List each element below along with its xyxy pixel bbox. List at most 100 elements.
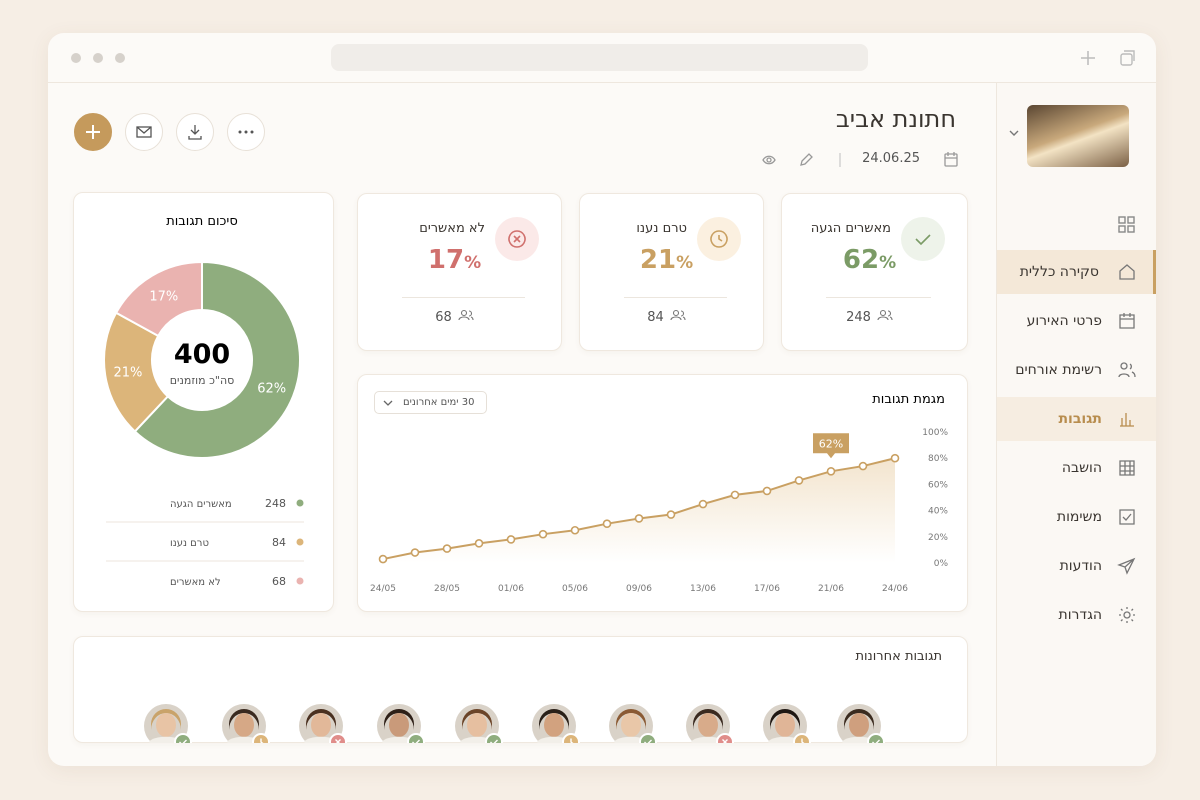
- nav-icon: [1119, 313, 1135, 329]
- y-tick-label: 20%: [928, 533, 948, 543]
- status-icon: [872, 739, 880, 743]
- nav-item[interactable]: תגובות: [997, 397, 1156, 441]
- x-tick-label: 09/06: [626, 584, 652, 594]
- line-point: [826, 466, 836, 476]
- y-tick-label: 40%: [928, 507, 948, 517]
- annotation: 62%: [819, 437, 843, 450]
- avatar[interactable]: [532, 704, 580, 743]
- stat-count: 248: [781, 309, 958, 325]
- line-point: [410, 548, 420, 557]
- people-icon: [458, 309, 474, 321]
- avatar[interactable]: [837, 704, 885, 743]
- stat-percent-unit: %: [464, 253, 482, 273]
- stat-percent-value: 17: [427, 245, 465, 275]
- event-date: 24.06.25: [862, 151, 920, 166]
- y-tick-label: 100%: [922, 428, 948, 438]
- stat-icon-shape: [710, 230, 728, 248]
- avatar-hair: [616, 709, 646, 730]
- nav-item[interactable]: רשימת אורחים: [997, 348, 1156, 392]
- avatar[interactable]: [144, 704, 192, 743]
- range-dropdown[interactable]: 30 ימים אחרונים: [374, 391, 487, 414]
- window-dots: [71, 53, 125, 63]
- status-badge: [407, 733, 425, 743]
- line-point: [794, 476, 804, 485]
- line-point: [890, 453, 900, 463]
- stat-percent: 21%: [579, 245, 754, 275]
- slice-label: 21%: [113, 366, 142, 381]
- status-badge: [716, 733, 734, 743]
- divider: [402, 297, 525, 298]
- status-badge: [639, 733, 657, 743]
- nav-icon-shape: [1119, 509, 1135, 525]
- stat-percent-unit: %: [676, 253, 694, 273]
- browser-bar: [48, 33, 1156, 83]
- charts: סיכום תגובות 62% 248 מאשרים הגעה 21% 84 טרם נע…: [103, 214, 949, 594]
- tab-icons[interactable]: [1079, 49, 1139, 67]
- x-tick-label: 01/06: [498, 584, 524, 594]
- status-icon: [260, 738, 264, 743]
- browser-window: חתונת אביב 24.06.25 30 ימים אחרונים תגוב…: [48, 33, 1156, 766]
- nav-label: תגובות: [1058, 411, 1102, 427]
- nav-item[interactable]: הושבה: [997, 446, 1156, 490]
- more-button[interactable]: [227, 113, 265, 151]
- nav-item[interactable]: פרטי האירוע: [997, 299, 1156, 343]
- stat-count: 68: [357, 309, 552, 325]
- nav-icon: [1119, 509, 1135, 525]
- stat-icon: [495, 217, 539, 261]
- status-icon: [570, 738, 574, 743]
- nav-label: סקירה כללית: [1019, 264, 1099, 280]
- event-image[interactable]: [1027, 105, 1129, 167]
- legend-dot: [296, 538, 304, 546]
- avatar-hair: [462, 709, 492, 730]
- nav-icon: [1119, 607, 1135, 623]
- grid-icon[interactable]: [1118, 216, 1136, 234]
- status-badge: [867, 733, 885, 743]
- stat-percent: 62%: [781, 245, 958, 275]
- nav-item[interactable]: הודעות: [997, 544, 1156, 588]
- line-point: [378, 554, 388, 564]
- nav-item[interactable]: משימות: [997, 495, 1156, 539]
- status-icon: [801, 738, 805, 743]
- avatar-hair: [229, 709, 259, 730]
- avatar[interactable]: [299, 704, 347, 743]
- legend-dot: [296, 577, 304, 585]
- line-area: [383, 458, 895, 563]
- line-point: [762, 486, 772, 496]
- avatar[interactable]: [609, 704, 657, 743]
- avatar-face: [234, 713, 254, 737]
- avatar[interactable]: [222, 704, 270, 743]
- nav-icon-shape: [1119, 264, 1135, 280]
- nav-icon-shape: [1119, 607, 1135, 623]
- slice-label: 62%: [257, 382, 286, 397]
- avatar-face: [156, 713, 176, 737]
- status-icon: [179, 739, 187, 743]
- x-tick-label: 17/06: [754, 584, 780, 594]
- line-point: [698, 499, 708, 509]
- avatar[interactable]: [455, 704, 503, 743]
- y-tick-label: 0%: [934, 559, 949, 569]
- nav-item[interactable]: הגדרות: [997, 593, 1156, 637]
- status-icon: [412, 739, 420, 743]
- download-button[interactable]: [176, 113, 214, 151]
- line-point: [442, 544, 452, 553]
- avatar[interactable]: [377, 704, 425, 743]
- mail-button[interactable]: [125, 113, 163, 151]
- nav-icon: [1119, 264, 1135, 280]
- nav-item[interactable]: סקירה כללית: [997, 250, 1156, 294]
- pie-slice: [114, 260, 203, 338]
- stat-count-value: 248: [846, 310, 871, 325]
- nav-label: הגדרות: [1058, 607, 1102, 623]
- avatar[interactable]: [686, 704, 734, 743]
- header-icons: [762, 152, 958, 167]
- avatar-hair: [770, 709, 800, 730]
- status-badge: [174, 733, 192, 743]
- avatar[interactable]: [763, 704, 811, 743]
- address-bar[interactable]: [331, 44, 868, 71]
- nav-icon: [1120, 413, 1134, 427]
- legend-dot: [296, 499, 304, 507]
- add-button[interactable]: [74, 113, 112, 151]
- chevron[interactable]: [1008, 128, 1020, 138]
- page-title: חתונת אביב: [835, 105, 956, 133]
- avatar-face: [467, 713, 487, 737]
